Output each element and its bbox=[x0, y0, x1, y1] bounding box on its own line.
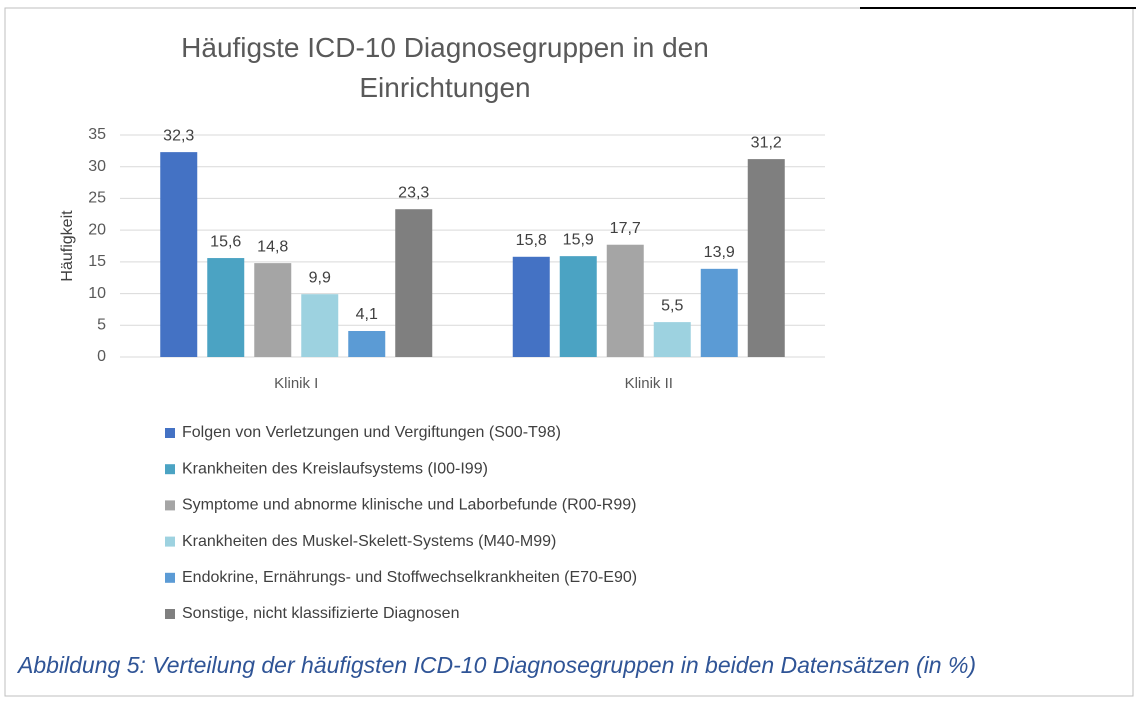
bar bbox=[348, 330, 386, 357]
bar bbox=[301, 294, 339, 357]
bar bbox=[559, 256, 597, 357]
legend-swatch bbox=[165, 572, 175, 583]
legend-label: Symptome und abnorme klinische und Labor… bbox=[182, 497, 636, 514]
value-label: 15,8 bbox=[516, 232, 547, 249]
bar bbox=[395, 209, 433, 357]
bar bbox=[254, 263, 292, 357]
value-label: 13,9 bbox=[704, 244, 735, 261]
legend-label: Endokrine, Ernährungs- und Stoffwechselk… bbox=[182, 569, 637, 586]
y-tick-label: 30 bbox=[88, 158, 106, 175]
value-label: 15,6 bbox=[210, 233, 241, 250]
y-tick-label: 5 bbox=[97, 317, 106, 334]
value-label: 14,8 bbox=[257, 238, 288, 255]
value-label: 31,2 bbox=[751, 134, 782, 151]
bar bbox=[160, 152, 198, 357]
bar bbox=[512, 256, 550, 357]
legend-swatch bbox=[165, 609, 175, 619]
y-tick-label: 0 bbox=[97, 348, 106, 365]
y-tick-label: 35 bbox=[88, 126, 106, 143]
y-tick-label: 20 bbox=[88, 221, 106, 238]
caption: Abbildung 5: Verteilung der häufigsten I… bbox=[18, 652, 977, 678]
legend-swatch bbox=[165, 536, 175, 547]
bar bbox=[207, 258, 245, 357]
bar bbox=[700, 268, 738, 357]
legend-label: Folgen von Verletzungen und Vergiftungen… bbox=[182, 424, 561, 441]
legend-swatch bbox=[165, 428, 175, 438]
value-label: 17,7 bbox=[610, 220, 641, 237]
x-tick-label: Klinik I bbox=[274, 375, 318, 392]
legend-swatch bbox=[165, 464, 175, 475]
value-label: 9,9 bbox=[309, 269, 331, 286]
y-tick-label: 25 bbox=[88, 190, 106, 207]
legend-swatch bbox=[165, 500, 175, 511]
bar bbox=[653, 322, 691, 357]
y-tick-label: 10 bbox=[88, 285, 106, 302]
bar bbox=[747, 159, 785, 357]
x-tick-label: Klinik II bbox=[625, 375, 673, 392]
bar bbox=[606, 244, 644, 357]
y-axis-label: Häufigkeit bbox=[59, 210, 76, 282]
value-label: 4,1 bbox=[356, 306, 378, 323]
chart-title: Häufigste ICD-10 Diagnosegruppen in den … bbox=[181, 32, 709, 103]
legend-label: Krankheiten des Kreislaufsystems (I00-I9… bbox=[182, 460, 488, 477]
legend-label: Krankheiten des Muskel-Skelett-Systems (… bbox=[182, 533, 556, 550]
legend-label: Sonstige, nicht klassifizierte Diagnosen bbox=[182, 605, 459, 622]
value-label: 23,3 bbox=[398, 184, 429, 201]
value-label: 5,5 bbox=[661, 297, 683, 314]
value-label: 32,3 bbox=[163, 127, 194, 144]
y-tick-label: 15 bbox=[88, 253, 106, 270]
frame bbox=[4, 7, 1134, 697]
value-label: 15,9 bbox=[563, 231, 594, 248]
